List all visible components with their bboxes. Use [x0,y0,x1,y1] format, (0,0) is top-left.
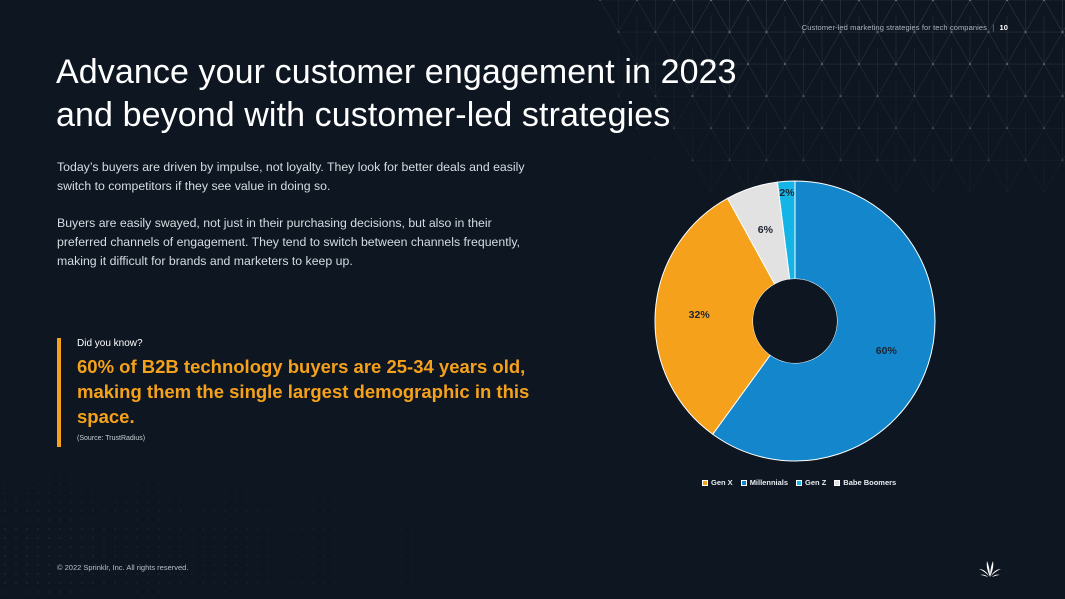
callout-source: (Source: TrustRadius) [77,435,146,442]
callout-label: Did you know? [77,338,143,349]
page-title: Advance your customer engagement in 2023… [56,51,816,137]
slice-label: 2% [779,187,795,200]
legend-swatch [796,479,803,486]
slice-label: 60% [875,344,897,357]
slice-label: 6% [757,223,773,236]
legend-swatch [834,479,841,486]
document-header: Customer-led marketing strategies for te… [802,23,1008,32]
legend-label: Gen X [711,478,733,487]
callout-stat: 60% of B2B technology buyers are 25-34 y… [77,356,530,427]
page-number: 10 [999,23,1008,32]
body-text: Today’s buyers are driven by impulse, no… [57,158,527,289]
legend-swatch [702,479,708,486]
header-separator: | [992,23,995,32]
legend-label: Babe Boomers [843,478,897,487]
title-line-1: Advance your customer engagement in 2023 [56,53,737,91]
donut-chart-svg [654,180,936,462]
did-you-know-callout: Did you know? 60% of B2B technology buye… [57,338,557,447]
title-line-2: and beyond with customer-led strategies [56,96,671,134]
document-title: Customer-led marketing strategies for te… [801,23,988,32]
paragraph-2: Buyers are easily swayed, not just in th… [57,216,521,268]
slice-label: 32% [688,308,710,321]
paragraph-1: Today’s buyers are driven by impulse, no… [57,160,525,193]
chart-legend: Gen X Millennials Gen Z Babe Boomers [702,478,896,487]
copyright-footer: © 2022 Sprinklr, Inc. All rights reserve… [57,563,189,572]
legend-label: Gen Z [805,478,827,487]
legend-swatch [740,479,747,486]
sprinklr-logo-icon [979,561,1001,577]
legend-item: Babe Boomers [834,478,896,487]
legend-label: Millennials [749,478,789,487]
donut-chart: 60% 32% 6% 2% [650,175,945,470]
legend-item: Gen X [702,478,733,487]
legend-item: Millennials [740,478,789,487]
legend-item: Gen Z [796,478,826,487]
